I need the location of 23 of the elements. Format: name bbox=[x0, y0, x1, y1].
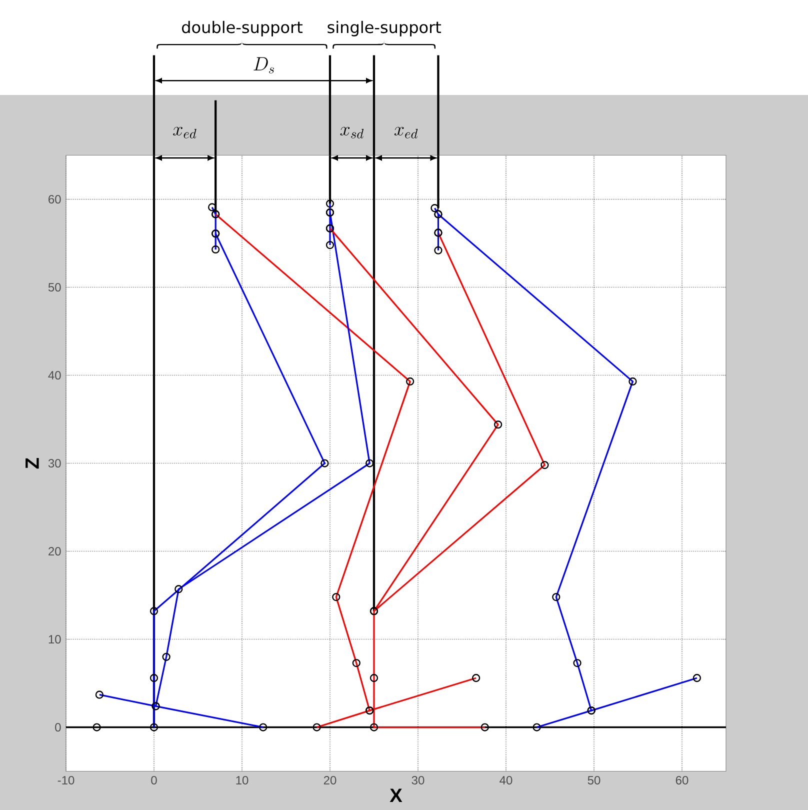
x-tick-label: 60 bbox=[676, 776, 688, 784]
y-tick-label: 20 bbox=[48, 547, 61, 556]
y-tick-label: 0 bbox=[55, 723, 61, 732]
y-tick-label: 10 bbox=[48, 635, 61, 644]
x-tick-label: 40 bbox=[500, 776, 512, 784]
x-tick-label: 50 bbox=[588, 776, 600, 784]
text: single-support bbox=[328, 20, 442, 36]
text: $x_{sd}$ bbox=[340, 126, 364, 138]
x-tick-label: 0 bbox=[151, 776, 157, 784]
x-axis-title: X bbox=[390, 788, 402, 802]
y-tick-label: 60 bbox=[48, 195, 61, 204]
y-tick-label: 40 bbox=[48, 371, 61, 380]
y-tick-label: 50 bbox=[48, 283, 61, 292]
y-tick-label: 30 bbox=[48, 459, 61, 468]
y-axis-title: Z bbox=[26, 458, 39, 469]
text: $D_{s}$ bbox=[254, 57, 274, 74]
x-tick-label: 20 bbox=[324, 776, 336, 784]
x-tick-label: -10 bbox=[58, 776, 74, 784]
x-tick-label: 10 bbox=[236, 776, 248, 784]
text: $x_{ed}$ bbox=[394, 126, 418, 138]
x-tick-label: 30 bbox=[412, 776, 424, 784]
text: $x_{ed}$ bbox=[173, 126, 196, 138]
text: double-support bbox=[182, 20, 303, 36]
